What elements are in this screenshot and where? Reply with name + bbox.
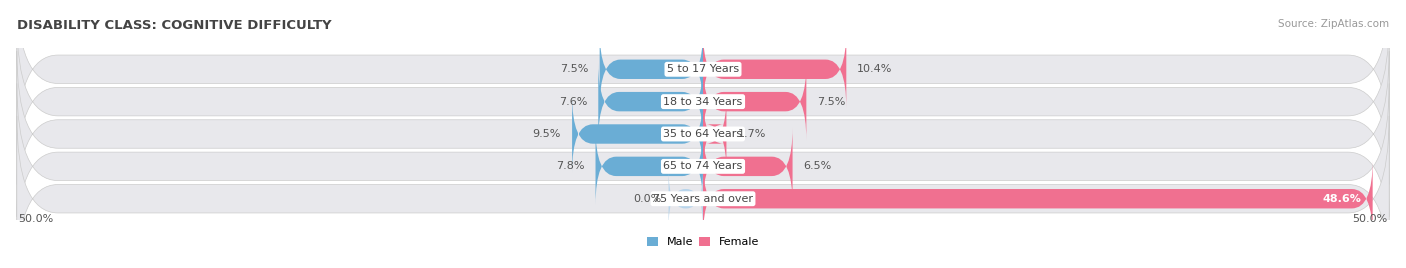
FancyBboxPatch shape [703,160,1372,237]
Text: 1.7%: 1.7% [738,129,766,139]
Text: 6.5%: 6.5% [804,161,832,171]
Text: Source: ZipAtlas.com: Source: ZipAtlas.com [1278,19,1389,29]
Text: 9.5%: 9.5% [533,129,561,139]
Text: 5 to 17 Years: 5 to 17 Years [666,64,740,74]
FancyBboxPatch shape [596,128,703,205]
Legend: Male, Female: Male, Female [643,233,763,252]
Text: 7.6%: 7.6% [558,97,588,107]
Text: 7.8%: 7.8% [555,161,585,171]
FancyBboxPatch shape [703,63,807,140]
Text: 35 to 64 Years: 35 to 64 Years [664,129,742,139]
FancyBboxPatch shape [17,51,1389,217]
FancyBboxPatch shape [599,31,703,108]
FancyBboxPatch shape [17,19,1389,184]
FancyBboxPatch shape [669,170,703,228]
Text: 48.6%: 48.6% [1323,194,1361,204]
FancyBboxPatch shape [17,0,1389,152]
Text: DISABILITY CLASS: COGNITIVE DIFFICULTY: DISABILITY CLASS: COGNITIVE DIFFICULTY [17,19,332,32]
Text: 18 to 34 Years: 18 to 34 Years [664,97,742,107]
Text: 10.4%: 10.4% [858,64,893,74]
FancyBboxPatch shape [17,116,1389,268]
Text: 75 Years and over: 75 Years and over [652,194,754,204]
Text: 50.0%: 50.0% [1353,214,1388,224]
Text: 7.5%: 7.5% [817,97,846,107]
Text: 65 to 74 Years: 65 to 74 Years [664,161,742,171]
Text: 0.0%: 0.0% [634,194,662,204]
FancyBboxPatch shape [17,84,1389,249]
FancyBboxPatch shape [599,63,703,140]
FancyBboxPatch shape [703,31,846,108]
FancyBboxPatch shape [703,95,727,173]
Text: 50.0%: 50.0% [18,214,53,224]
FancyBboxPatch shape [572,95,703,173]
Text: 7.5%: 7.5% [560,64,589,74]
FancyBboxPatch shape [703,128,793,205]
